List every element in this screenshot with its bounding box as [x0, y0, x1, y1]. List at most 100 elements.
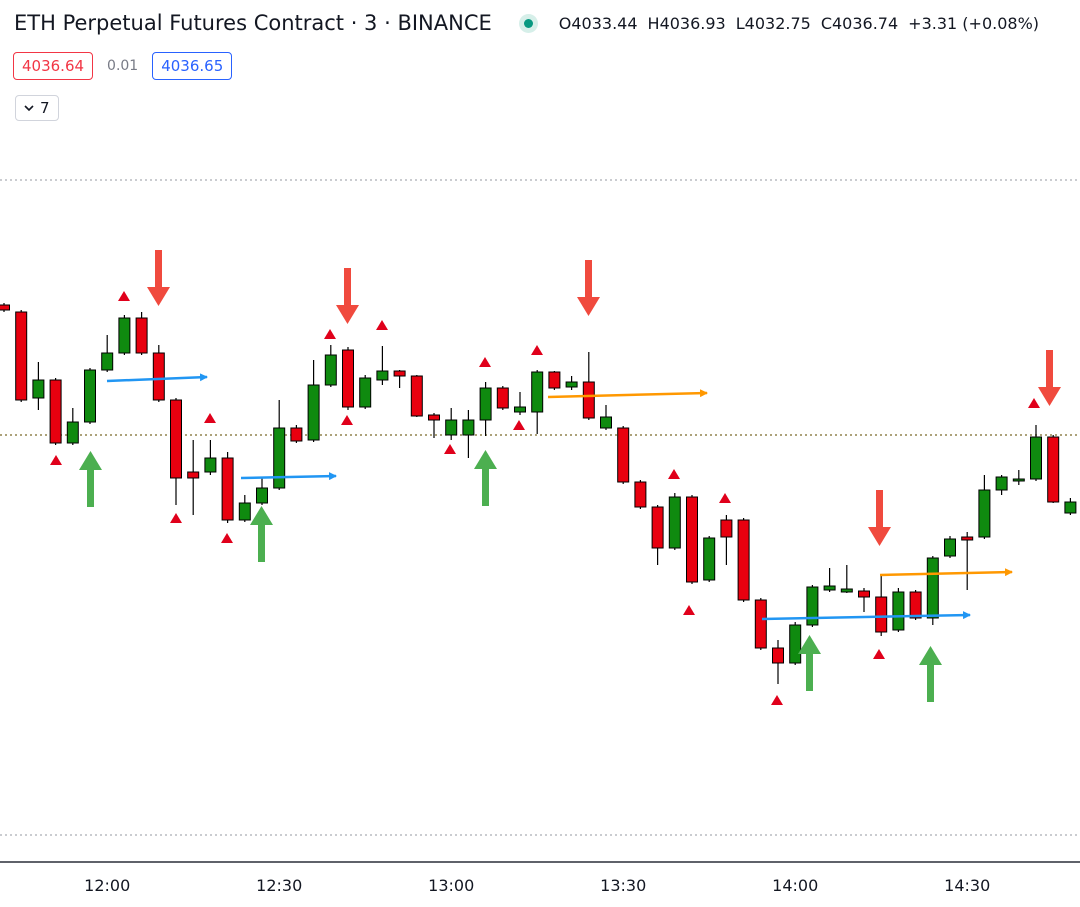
- ohlc-key: L: [735, 13, 745, 33]
- signal-triangle: [444, 444, 456, 454]
- buy-arrow: [798, 635, 821, 691]
- sell-arrows: [147, 250, 1061, 546]
- sell-arrow: [1038, 350, 1061, 406]
- x-tick-label: 13:30: [600, 876, 646, 895]
- candle-body: [1047, 436, 1060, 503]
- ohlc-item: C4036.74: [821, 14, 898, 33]
- signal-triangle: [719, 493, 731, 503]
- signal-triangle: [479, 357, 491, 367]
- ohlc-item: L4032.75: [736, 14, 811, 33]
- candle-body: [703, 537, 716, 581]
- candle-body: [1064, 501, 1077, 514]
- candle-body: [754, 599, 767, 649]
- candle-body: [496, 387, 509, 409]
- candle-body: [1030, 436, 1042, 480]
- buy-price[interactable]: 4036.65: [152, 52, 233, 80]
- market-status: [523, 18, 533, 28]
- candle-body: [170, 399, 182, 479]
- x-tick-label: 13:00: [428, 876, 474, 895]
- trend-arrow: [761, 611, 971, 621]
- candle-body: [995, 476, 1008, 491]
- ohlc-key: H: [647, 13, 660, 33]
- candle-body: [0, 304, 10, 311]
- candle-body: [651, 506, 664, 549]
- candle-body: [410, 375, 423, 417]
- sell-arrow: [868, 490, 891, 546]
- candle-body: [565, 381, 578, 388]
- candle-body: [101, 352, 114, 371]
- ohlc-value: 4033.44: [571, 13, 638, 33]
- signal-triangle: [531, 345, 543, 355]
- candle-body: [909, 591, 922, 619]
- candle-body: [238, 502, 251, 521]
- candle-body: [84, 369, 96, 423]
- spread: 0.01: [107, 58, 139, 74]
- sell-arrow: [577, 260, 600, 316]
- ohlc-value: 4032.75: [744, 13, 811, 33]
- candle-body: [978, 489, 991, 538]
- signal-triangle: [668, 469, 680, 479]
- candle-body: [290, 427, 303, 442]
- candle-body: [892, 591, 905, 631]
- signal-triangle: [376, 320, 388, 330]
- candle-body: [548, 371, 561, 389]
- signal-triangle: [221, 533, 233, 543]
- candle-body: [462, 419, 475, 436]
- ohlc-value: 4036.74: [832, 13, 899, 33]
- candle-body: [634, 481, 647, 508]
- candle-body: [32, 379, 45, 399]
- candle-body: [686, 496, 698, 583]
- buy-arrow: [474, 450, 497, 506]
- indicators-toggle[interactable]: 7: [15, 95, 59, 121]
- candle-body: [187, 471, 200, 479]
- candle-body: [823, 585, 836, 591]
- signal-triangle: [170, 513, 182, 523]
- price-change: +3.31 (+0.08%): [908, 13, 1040, 33]
- candle-body: [926, 557, 939, 619]
- candle-body: [720, 519, 733, 538]
- signal-triangle: [50, 455, 62, 465]
- candle-body: [772, 647, 784, 664]
- time-axis: 12:00 12:30 13:00 13:30 14:00 14:30: [84, 876, 990, 895]
- ohlc-key: O: [558, 13, 572, 33]
- signals: [50, 250, 1061, 705]
- signal-triangle: [1028, 398, 1040, 408]
- x-tick-label: 14:00: [772, 876, 818, 895]
- candle-body: [66, 421, 79, 444]
- candle-body: [445, 419, 458, 436]
- signal-triangle: [873, 649, 885, 659]
- candle-body: [514, 406, 526, 413]
- signal-triangle: [324, 329, 336, 339]
- candle-body: [307, 384, 320, 441]
- trend-arrow: [547, 389, 708, 399]
- trade-buttons: 4036.64 0.01 4036.65: [13, 52, 233, 80]
- candle-body: [961, 536, 974, 541]
- candle-body: [840, 588, 853, 593]
- signal-triangle: [118, 291, 130, 301]
- candle-body: [617, 427, 630, 483]
- candle-body: [273, 427, 286, 489]
- ohlc-item: O4033.44: [559, 14, 638, 33]
- candle-body: [806, 586, 819, 626]
- buy-arrow: [79, 451, 102, 507]
- buy-arrow: [250, 506, 273, 562]
- candle-body: [944, 538, 956, 557]
- candle-body: [582, 381, 595, 419]
- candle-body: [600, 416, 612, 429]
- buy-arrow: [919, 646, 942, 702]
- candle-body: [531, 371, 544, 413]
- candle-body: [668, 496, 681, 549]
- candle-body: [15, 311, 28, 401]
- triangle-markers: [50, 291, 1040, 705]
- candle-body: [428, 414, 440, 421]
- signal-triangle: [513, 420, 525, 430]
- x-tick-label: 14:30: [944, 876, 990, 895]
- candle-body: [393, 370, 406, 377]
- trend-arrow: [879, 568, 1013, 577]
- candle-body: [789, 624, 802, 664]
- sell-arrow: [147, 250, 170, 306]
- ohlc-item: H4036.93: [648, 14, 726, 33]
- candle-body: [376, 370, 389, 381]
- sell-price[interactable]: 4036.64: [13, 52, 94, 80]
